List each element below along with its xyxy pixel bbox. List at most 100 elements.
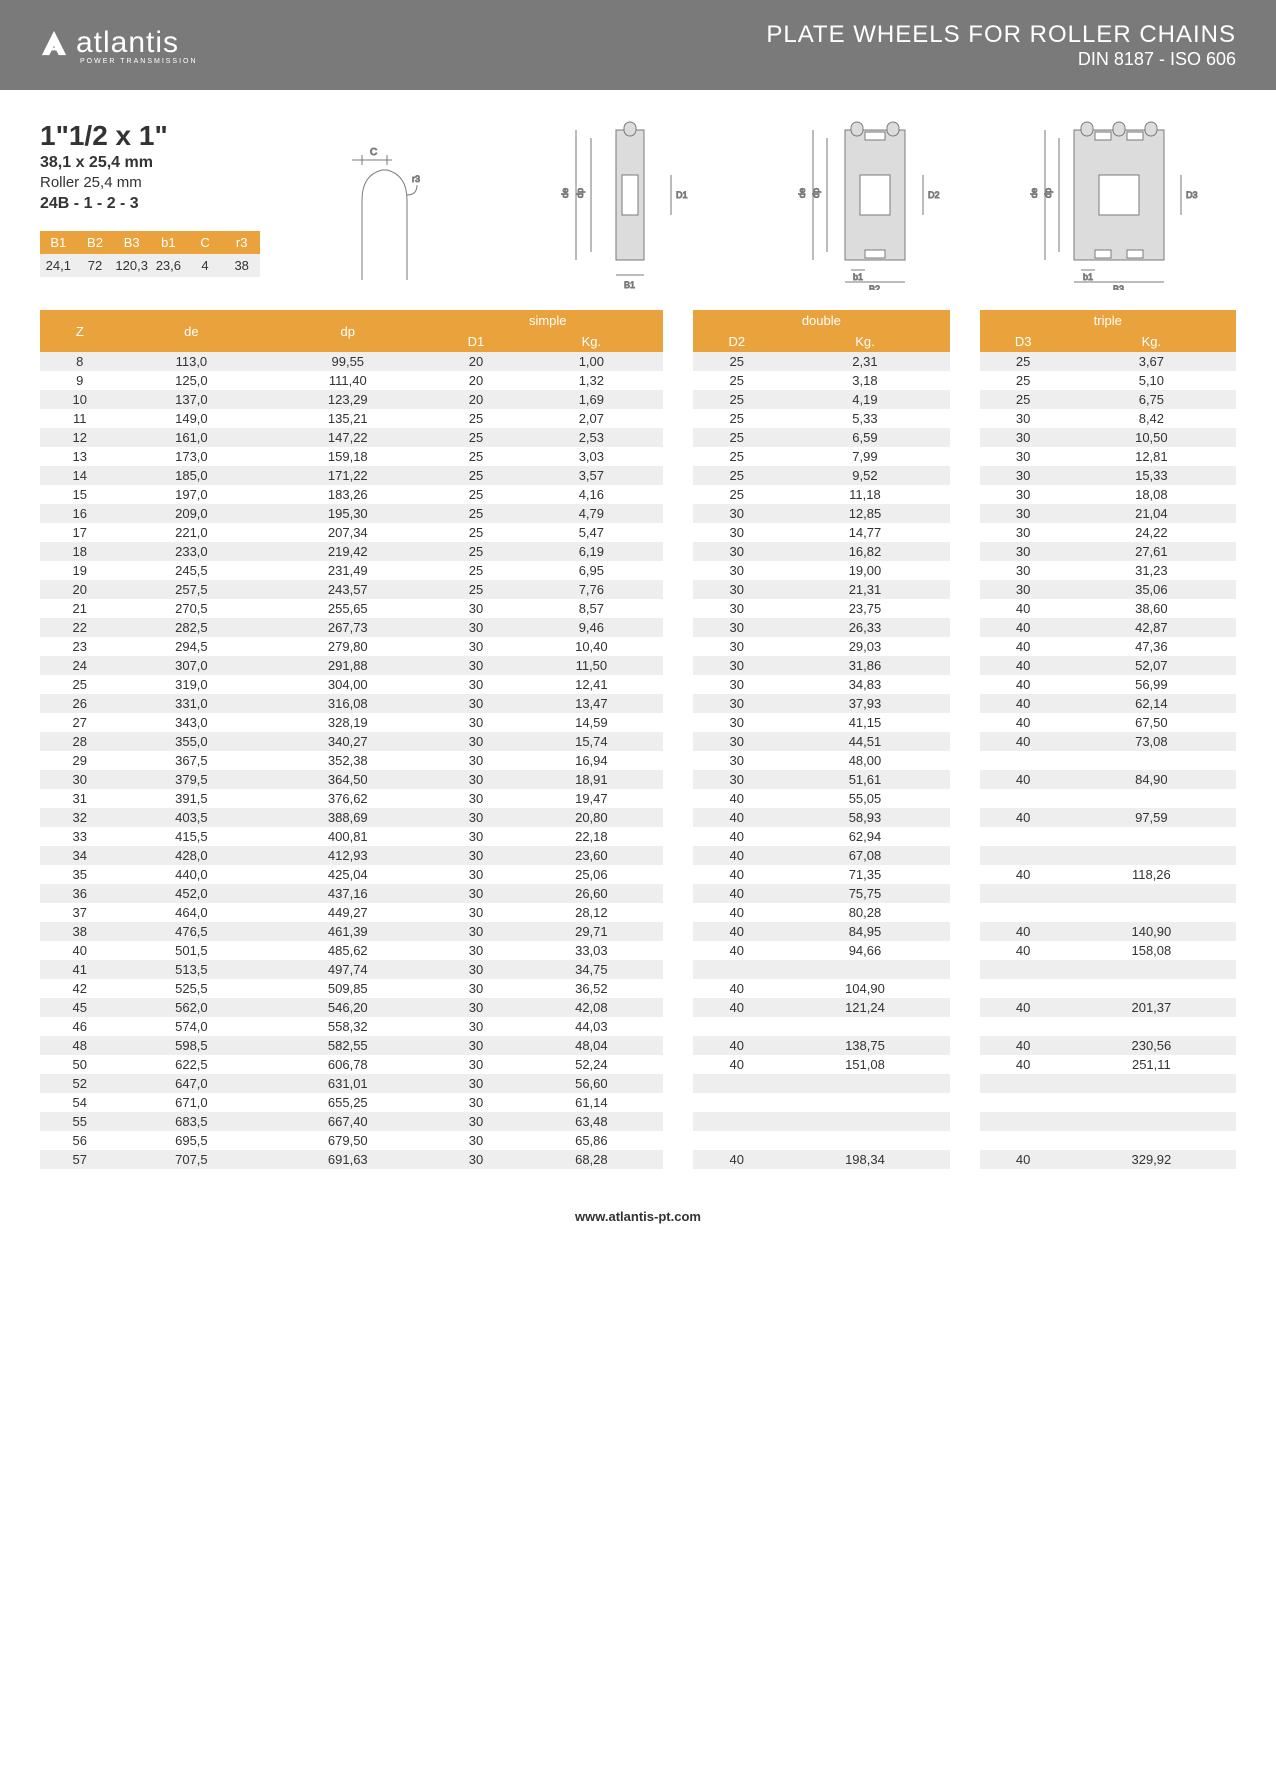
cell: 40 <box>980 656 1067 675</box>
cell: 30 <box>432 979 519 998</box>
cell: 26,33 <box>780 618 949 637</box>
cell: 15,33 <box>1067 466 1236 485</box>
cell: 4,16 <box>520 485 664 504</box>
cell <box>663 922 693 941</box>
spec-roller: Roller 25,4 mm <box>40 174 260 191</box>
table-row: 40501,5485,623033,034094,6640158,08 <box>40 941 1236 960</box>
cell: 8,57 <box>520 599 664 618</box>
cell <box>950 580 980 599</box>
cell: 37,93 <box>780 694 949 713</box>
cell: 40 <box>693 903 780 922</box>
col-de: de <box>120 310 264 352</box>
cell: 35,06 <box>1067 580 1236 599</box>
cell: 68,28 <box>520 1150 664 1169</box>
cell: 231,49 <box>263 561 432 580</box>
cell: 30 <box>693 637 780 656</box>
cell: 34,83 <box>780 675 949 694</box>
main-data-table: ZdedpsimpledoubletripleD1Kg.D2Kg.D3Kg. 8… <box>40 310 1236 1169</box>
cell <box>950 485 980 504</box>
cell: 251,11 <box>1067 1055 1236 1074</box>
cell: 140,90 <box>1067 922 1236 941</box>
table-row: 45562,0546,203042,0840121,2440201,37 <box>40 998 1236 1017</box>
cell <box>980 1131 1067 1150</box>
col-kg1: Kg. <box>520 331 664 352</box>
cell <box>693 1131 780 1150</box>
cell: 412,93 <box>263 846 432 865</box>
cell: 54 <box>40 1093 120 1112</box>
cell: 25 <box>693 352 780 371</box>
cell: 461,39 <box>263 922 432 941</box>
cell: 23,60 <box>520 846 664 865</box>
cell: 14,77 <box>780 523 949 542</box>
cell: 15 <box>40 485 120 504</box>
cell: 3,18 <box>780 371 949 390</box>
cell: 631,01 <box>263 1074 432 1093</box>
cell: 171,22 <box>263 466 432 485</box>
cell <box>663 941 693 960</box>
cell: 158,08 <box>1067 941 1236 960</box>
cell <box>950 922 980 941</box>
cell <box>1067 960 1236 979</box>
cell: 30 <box>432 846 519 865</box>
cell <box>663 675 693 694</box>
cell: 209,0 <box>120 504 264 523</box>
col-dp: dp <box>263 310 432 352</box>
cell <box>980 960 1067 979</box>
cell: 104,90 <box>780 979 949 998</box>
cell: 149,0 <box>120 409 264 428</box>
cell: 30 <box>432 751 519 770</box>
cell <box>663 447 693 466</box>
cell: 30 <box>432 1112 519 1131</box>
cell <box>663 466 693 485</box>
table-row: 11149,0135,21252,07255,33308,42 <box>40 409 1236 428</box>
cell: 331,0 <box>120 694 264 713</box>
cell <box>950 1112 980 1131</box>
cell: 118,26 <box>1067 865 1236 884</box>
spec-size: 1"1/2 x 1" <box>40 120 260 152</box>
cell: 267,73 <box>263 618 432 637</box>
cell <box>950 694 980 713</box>
cell: 30 <box>432 1036 519 1055</box>
cell <box>663 713 693 732</box>
cell <box>950 884 980 903</box>
cell: 343,0 <box>120 713 264 732</box>
cell: 40 <box>693 922 780 941</box>
cell: 29,03 <box>780 637 949 656</box>
cell <box>693 960 780 979</box>
spec-block: 1"1/2 x 1" 38,1 x 25,4 mm Roller 25,4 mm… <box>40 120 260 290</box>
table-row: 30379,5364,503018,913051,614084,90 <box>40 770 1236 789</box>
cell <box>950 808 980 827</box>
mini-header-cell: b1 <box>150 231 187 254</box>
cell: 19,00 <box>780 561 949 580</box>
cell: 8,42 <box>1067 409 1236 428</box>
cell: 40 <box>693 979 780 998</box>
cell: 33,03 <box>520 941 664 960</box>
cell: 58,93 <box>780 808 949 827</box>
cell: 7,99 <box>780 447 949 466</box>
cell <box>950 789 980 808</box>
table-row: 57707,5691,633068,2840198,3440329,92 <box>40 1150 1236 1169</box>
svg-text:C: C <box>370 147 377 158</box>
cell <box>950 1131 980 1150</box>
cell: 622,5 <box>120 1055 264 1074</box>
cell: 40 <box>980 770 1067 789</box>
cell <box>663 1093 693 1112</box>
cell <box>950 561 980 580</box>
mini-header-cell: C <box>187 231 224 254</box>
cell <box>1067 789 1236 808</box>
cell <box>663 789 693 808</box>
cell: 6,59 <box>780 428 949 447</box>
cell: 30 <box>693 504 780 523</box>
table-row: 23294,5279,803010,403029,034047,36 <box>40 637 1236 656</box>
table-row: 25319,0304,003012,413034,834056,99 <box>40 675 1236 694</box>
cell: 291,88 <box>263 656 432 675</box>
cell: 137,0 <box>120 390 264 409</box>
col-d2: D2 <box>693 331 780 352</box>
table-row: 33415,5400,813022,184062,94 <box>40 827 1236 846</box>
cell: 30 <box>980 466 1067 485</box>
table-row: 17221,0207,34255,473014,773024,22 <box>40 523 1236 542</box>
cell: 40 <box>693 846 780 865</box>
cell: 30 <box>432 1093 519 1112</box>
cell: 30 <box>693 599 780 618</box>
cell: 40 <box>980 675 1067 694</box>
